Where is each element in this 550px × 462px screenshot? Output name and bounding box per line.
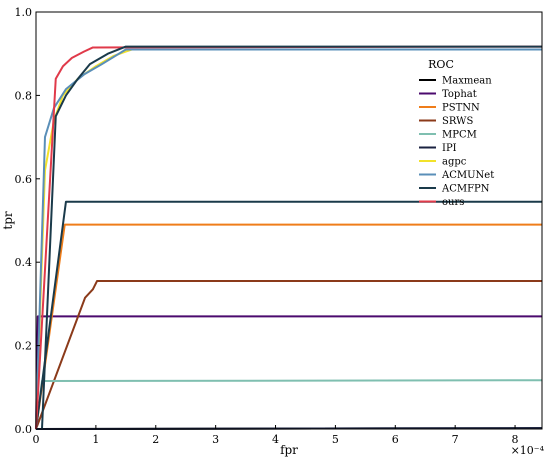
legend-label-agpc: agpc	[442, 157, 467, 168]
y-axis-label: tpr	[1, 211, 15, 230]
legend-label-pstnn: PSTNN	[442, 103, 480, 114]
x-tick-label: 3	[212, 433, 219, 446]
legend: ROC Maxmean Tophat PSTNN SRWS MPCM IPI agpc ACM…	[419, 58, 494, 208]
x-tick-label: 2	[152, 433, 159, 446]
legend-title: ROC	[428, 58, 454, 71]
y-tick-label: 0.2	[15, 340, 33, 353]
y-tick-label: 0.4	[15, 256, 33, 269]
series-line-acmfpn	[35, 200, 542, 430]
tick-group: 0 1 2 3 4 5 6 7 8 0.0 0.2 0.4 0.6 0.8 1.0	[15, 6, 519, 446]
series-line-mpcm	[35, 379, 543, 430]
legend-label-ours: ours	[442, 197, 464, 208]
series-line-srws	[35, 279, 542, 430]
y-tick-label: 0.6	[15, 173, 33, 186]
series-line-tophat	[35, 315, 542, 430]
x-tick-label: 6	[392, 433, 399, 446]
x-tick-label: 0	[33, 433, 40, 446]
legend-label-acmunet: ACMUNet	[441, 170, 494, 181]
axes-frame	[35, 11, 543, 430]
y-tick-label: 0.0	[15, 423, 33, 436]
legend-label-mpcm: MPCM	[442, 130, 477, 141]
series-line-ours	[35, 45, 543, 430]
legend-label-maxmean: Maxmean	[442, 76, 492, 87]
y-tick-label: 1.0	[15, 6, 33, 19]
series-line-pstnn	[35, 223, 542, 430]
x-tick-label: 1	[92, 433, 99, 446]
series-line-unlabeled-10	[40, 45, 542, 430]
x-axis-scale-note: ×10⁻⁴	[511, 444, 545, 457]
x-tick-label: 8	[512, 433, 519, 446]
y-tick-label: 0.8	[15, 89, 33, 102]
x-tick-label: 7	[452, 433, 459, 446]
x-tick-label: 4	[272, 433, 279, 446]
legend-label-tophat: Tophat	[442, 89, 477, 100]
x-axis-label: fpr	[280, 443, 298, 457]
legend-label-srws: SRWS	[442, 116, 473, 127]
legend-label-ipi: IPI	[442, 143, 457, 154]
legend-label-acmfpn: ACMFPN	[441, 184, 490, 195]
x-tick-label: 5	[332, 433, 339, 446]
